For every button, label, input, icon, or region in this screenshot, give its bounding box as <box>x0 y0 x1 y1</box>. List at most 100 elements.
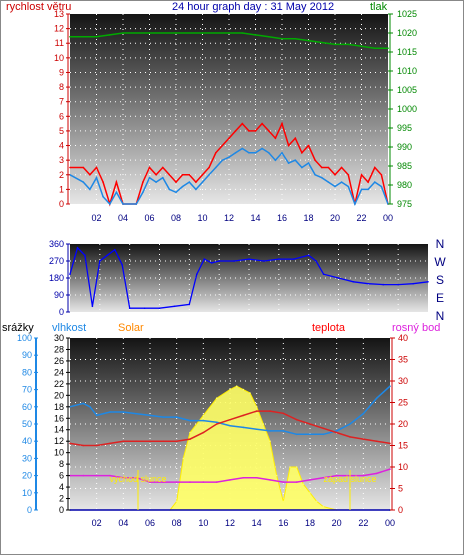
solar-tick-label: 30 <box>54 333 64 343</box>
x-tick-label: 14 <box>250 213 260 223</box>
data-point <box>122 32 124 34</box>
data-point <box>269 430 271 432</box>
data-point <box>162 440 165 443</box>
data-point <box>234 130 237 132</box>
data-point <box>115 191 118 194</box>
data-point <box>109 411 111 413</box>
x-tick-label: 12 <box>225 518 235 528</box>
data-point <box>82 36 85 38</box>
left-tick-label: 9 <box>59 67 64 77</box>
data-point <box>367 282 370 285</box>
data-point <box>82 444 85 447</box>
pressure-axis-title: tlak <box>370 1 388 13</box>
data-point <box>208 166 210 169</box>
data-point <box>334 43 336 46</box>
data-point <box>109 34 111 36</box>
data-point <box>347 43 350 46</box>
data-point <box>367 181 369 183</box>
temperature-axis-title: teplota <box>312 322 346 334</box>
data-point <box>109 442 111 445</box>
data-point <box>307 39 310 42</box>
data-point <box>210 262 213 264</box>
data-point <box>315 260 317 262</box>
data-point <box>175 181 177 183</box>
data-point <box>235 385 238 388</box>
data-point <box>335 474 338 477</box>
data-series: východ slunce západ slunce <box>69 32 429 511</box>
data-point <box>155 181 157 183</box>
solar-tick-label: 2 <box>59 494 64 504</box>
data-point <box>289 466 291 468</box>
data-point <box>221 159 224 161</box>
data-point <box>215 481 218 483</box>
data-point <box>196 273 198 276</box>
solar-tick-label: 0 <box>59 505 64 515</box>
x-tick-label: 04 <box>118 518 128 528</box>
temperature-tick-label: 30 <box>398 376 408 386</box>
data-point <box>262 423 265 425</box>
data-point <box>158 307 161 310</box>
data-point <box>195 181 197 183</box>
data-point <box>89 406 91 408</box>
data-point <box>307 254 310 257</box>
right-tick-label: 1025 <box>397 9 417 19</box>
data-point <box>278 258 280 260</box>
data-point <box>334 174 336 176</box>
data-point <box>135 477 138 479</box>
data-point <box>282 481 285 483</box>
data-point <box>135 412 138 415</box>
data-point <box>322 505 325 508</box>
solar-tick-label: 4 <box>59 482 64 492</box>
data-point <box>295 466 298 468</box>
data-point <box>307 162 310 164</box>
humidity-tick-label: 100 <box>17 333 32 343</box>
data-point <box>99 260 101 262</box>
left-tick-label: 6 <box>59 111 64 121</box>
data-point <box>360 174 363 176</box>
data-point <box>281 122 283 125</box>
chart-title: 24 hour graph day : 31 May 2012 <box>172 1 334 13</box>
data-point <box>215 397 218 400</box>
data-point <box>175 32 177 34</box>
data-point <box>95 444 98 447</box>
data-point <box>234 152 237 154</box>
data-point <box>249 392 251 394</box>
x-tick-label: 02 <box>92 518 102 528</box>
x-tick-label: 22 <box>356 213 366 223</box>
temperature-tick-label: 10 <box>398 462 408 472</box>
left-tick-label: 4 <box>59 141 64 151</box>
x-tick-label: 20 <box>332 518 342 528</box>
x-tick-label: 08 <box>171 213 181 223</box>
right-tick-label: 980 <box>397 180 412 190</box>
data-point <box>181 185 184 188</box>
data-point <box>295 433 298 436</box>
data-point <box>228 156 230 158</box>
left-tick-label: 2 <box>59 170 64 180</box>
solar-tick-label: 16 <box>54 413 64 423</box>
data-point <box>375 472 378 475</box>
dewpoint-axis-title: rosný bod <box>392 322 440 334</box>
data-point <box>69 273 71 276</box>
data-point <box>189 419 191 422</box>
humidity-tick-label: 80 <box>22 367 32 377</box>
right-tick-label: 1020 <box>397 28 417 38</box>
data-point <box>248 152 250 154</box>
data-point <box>95 166 98 169</box>
data-point <box>294 159 297 161</box>
data-point <box>173 305 176 308</box>
data-point <box>229 479 231 481</box>
data-point <box>242 388 245 391</box>
data-point <box>294 137 297 139</box>
direction-tick-label: 360 <box>49 239 64 249</box>
solar-tick-label: 18 <box>54 402 64 412</box>
direction-tick-label: 0 <box>59 307 64 317</box>
x-tick-label: 10 <box>198 518 208 528</box>
data-point <box>95 414 98 417</box>
data-point <box>315 500 318 503</box>
data-point <box>82 474 85 477</box>
data-point <box>229 418 231 421</box>
data-point <box>380 185 383 188</box>
left-tick-label: 1 <box>59 184 64 194</box>
data-point <box>301 152 303 154</box>
data-point <box>241 122 244 125</box>
